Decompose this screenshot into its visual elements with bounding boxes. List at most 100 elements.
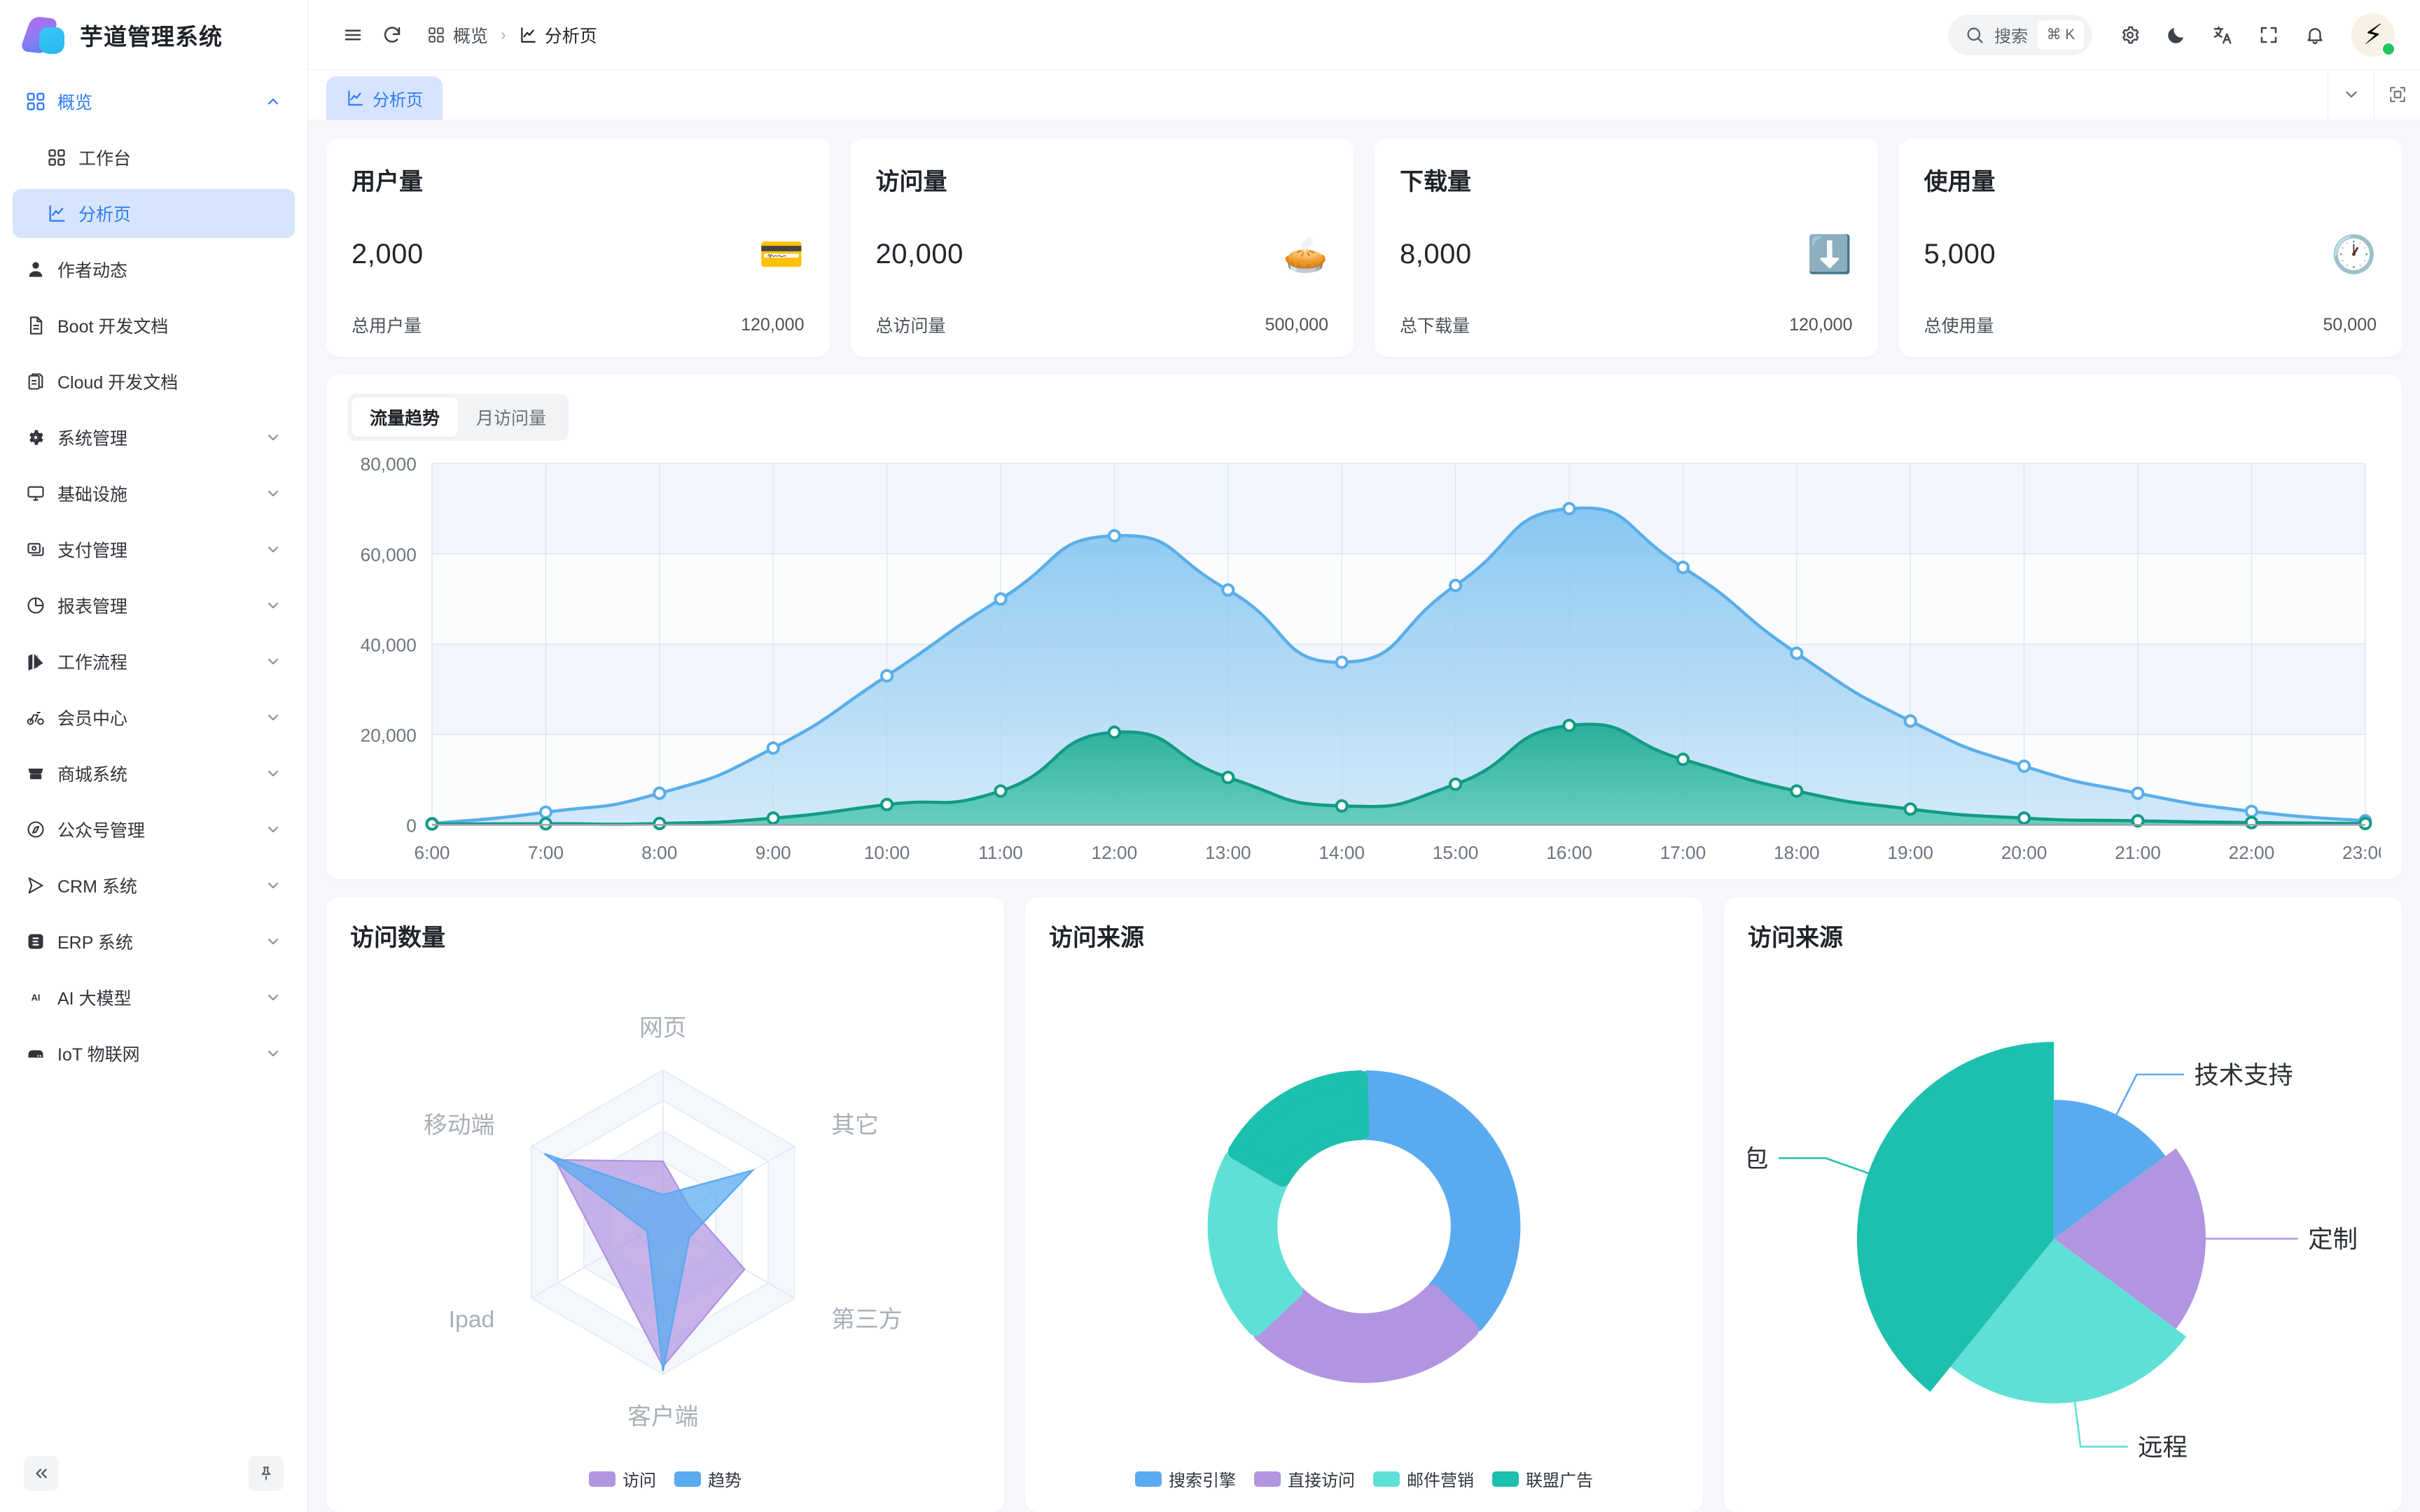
sidebar-item-boot-docs[interactable]: Boot 开发文档 [13, 301, 295, 350]
stat-footer: 总访问量 500,000 [876, 312, 1329, 337]
svg-text:21:00: 21:00 [2115, 842, 2161, 863]
flow-icon [25, 651, 46, 672]
sidebar-item-payment[interactable]: 支付管理 [13, 525, 295, 574]
stat-card-users: 用户量 2,000 💳 总用户量 120,000 [326, 139, 830, 357]
svg-text:Ipad: Ipad [449, 1306, 495, 1333]
svg-text:移动端: 移动端 [424, 1112, 494, 1138]
translate-icon[interactable] [2203, 15, 2242, 55]
hamburger-icon[interactable] [333, 15, 373, 55]
sidebar-collapse-button[interactable] [24, 1456, 59, 1491]
stat-title: 使用量 [1924, 169, 1996, 195]
stat-foot-value: 50,000 [2323, 314, 2377, 335]
sidebar-item-label: 公众号管理 [57, 821, 146, 841]
page-content: 用户量 2,000 💳 总用户量 120,000 访问量 20,000 🥧 [308, 120, 2420, 1512]
search-input[interactable]: 搜索 ⌘ K [1948, 14, 2092, 55]
legend-item[interactable]: 邮件营销 [1373, 1466, 1474, 1491]
maximize-icon[interactable] [2374, 69, 2420, 120]
sidebar-item-ai[interactable]: AI AI 大模型 [13, 973, 295, 1022]
copy-document-icon [25, 371, 46, 392]
svg-text:22:00: 22:00 [2229, 842, 2275, 863]
sidebar-item-mall[interactable]: 商城系统 [13, 749, 295, 798]
stat-title: 用户量 [352, 169, 423, 195]
legend-item[interactable]: 搜索引擎 [1135, 1466, 1236, 1491]
sidebar-item-overview[interactable]: 概览 [13, 77, 295, 126]
sidebar-item-label: AI 大模型 [57, 989, 132, 1009]
breadcrumb-item-analysis[interactable]: 分析页 [519, 22, 597, 48]
trend-tab-monthly[interactable]: 月访问量 [476, 409, 547, 428]
sidebar-item-label: 会员中心 [57, 709, 128, 729]
stat-footer: 总用户量 120,000 [352, 312, 805, 337]
stat-title: 访问量 [875, 169, 947, 195]
stat-main: 8,000 ⬇️ [1400, 197, 1853, 312]
gear-icon[interactable] [2110, 15, 2150, 55]
credit-card-icon: 💳 [758, 234, 805, 275]
sidebar-item-crm[interactable]: CRM 系统 [13, 861, 295, 910]
legend-item[interactable]: 访问 [589, 1466, 656, 1491]
sidebar-item-erp[interactable]: ERP 系统 [13, 917, 295, 966]
sidebar-item-member[interactable]: 会员中心 [13, 693, 295, 742]
svg-text:AI: AI [32, 993, 41, 1003]
chevron-down-icon [264, 540, 282, 559]
sidebar-item-label: 工作台 [78, 149, 132, 169]
svg-text:40,000: 40,000 [361, 634, 417, 655]
bottom-charts-row: 访问数量 网页 其它 第三方 客户端 Ipad 移动端 访问 趋势 [326, 897, 2402, 1512]
moon-icon[interactable] [2157, 15, 2196, 55]
stat-value: 20,000 [875, 239, 964, 270]
sidebar-item-official-account[interactable]: 公众号管理 [13, 805, 295, 854]
legend-swatch [1254, 1471, 1281, 1487]
sidebar-item-reports[interactable]: 报表管理 [13, 581, 295, 630]
legend-item[interactable]: 趋势 [674, 1466, 742, 1491]
svg-text:18:00: 18:00 [1774, 842, 1820, 863]
trend-tab-traffic[interactable]: 流量趋势 [352, 398, 459, 437]
svg-text:13:00: 13:00 [1205, 842, 1251, 863]
grid-icon [25, 91, 46, 112]
svg-text:12:00: 12:00 [1092, 842, 1138, 863]
sidebar-item-label: Boot 开发文档 [57, 317, 169, 337]
refresh-icon[interactable] [373, 15, 412, 55]
donut-chart-body [1049, 953, 1679, 1462]
tab-analysis[interactable]: 分析页 [326, 76, 443, 120]
card-title: 访问来源 [1049, 925, 1144, 951]
bell-icon[interactable] [2295, 15, 2335, 55]
sidebar-item-workbench[interactable]: 工作台 [13, 133, 295, 182]
legend-label: 邮件营销 [1407, 1471, 1474, 1490]
breadcrumb-item-overview[interactable]: 概览 [427, 22, 488, 48]
sidebar-item-author-news[interactable]: 作者动态 [13, 245, 295, 294]
server-icon [25, 1043, 46, 1064]
svg-text:15:00: 15:00 [1433, 842, 1479, 863]
legend-label: 联盟广告 [1526, 1471, 1593, 1490]
ai-icon: AI [25, 987, 46, 1008]
sidebar-item-iot[interactable]: IoT 物联网 [13, 1029, 295, 1078]
avatar[interactable]: ⚡ [2351, 13, 2396, 57]
legend-item[interactable]: 联盟广告 [1492, 1466, 1593, 1491]
sidebar-item-workflow[interactable]: 工作流程 [13, 637, 295, 686]
stat-footer: 总下载量 120,000 [1400, 312, 1853, 337]
sidebar-menu: 概览 工作台 分析页 [0, 70, 307, 1435]
sidebar-footer [0, 1435, 307, 1512]
stat-foot-label: 总下载量 [1400, 316, 1470, 336]
legend-swatch [589, 1471, 616, 1487]
legend-swatch [1373, 1471, 1400, 1487]
legend-item[interactable]: 直接访问 [1254, 1466, 1355, 1491]
stat-title: 下载量 [1400, 169, 1471, 195]
stat-foot-value: 500,000 [1265, 314, 1328, 335]
app-logo[interactable]: 芋道管理系统 [0, 0, 307, 70]
chevron-down-icon[interactable] [2328, 69, 2374, 120]
sidebar-item-infrastructure[interactable]: 基础设施 [13, 469, 295, 518]
document-icon [25, 315, 46, 336]
stat-card-usage: 使用量 5,000 🕐 总使用量 50,000 [1898, 139, 2402, 357]
compass-icon [25, 819, 46, 840]
sidebar-item-cloud-docs[interactable]: Cloud 开发文档 [13, 357, 295, 406]
pie-chart-icon [25, 595, 46, 616]
sidebar-item-label: CRM 系统 [57, 877, 137, 897]
sidebar-item-analysis[interactable]: 分析页 [13, 189, 295, 238]
search-shortcut: ⌘ K [2038, 20, 2084, 50]
chevron-down-icon [264, 876, 282, 895]
sidebar-item-system[interactable]: 系统管理 [13, 413, 295, 462]
chevron-down-icon [264, 1044, 282, 1063]
sidebar-item-label: ERP 系统 [57, 933, 133, 953]
fullscreen-icon[interactable] [2249, 15, 2288, 55]
svg-text:60,000: 60,000 [361, 544, 417, 565]
sidebar-pin-button[interactable] [249, 1456, 284, 1491]
